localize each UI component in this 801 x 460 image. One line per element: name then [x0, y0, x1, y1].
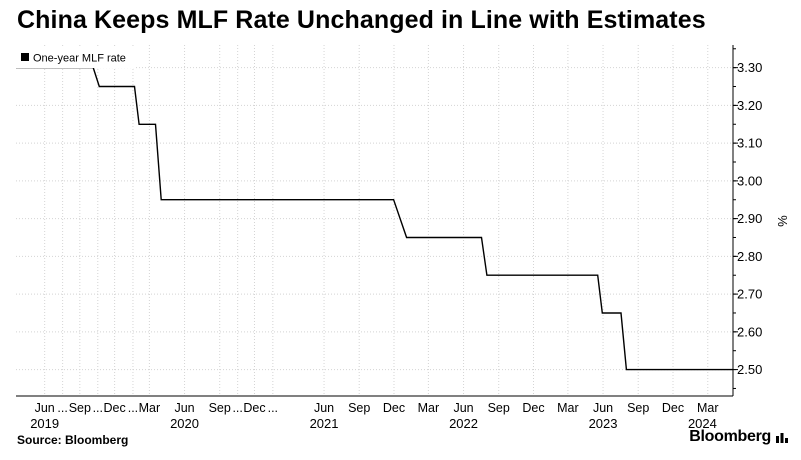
brand-name: Bloomberg	[689, 428, 771, 445]
y-tick-label: 2.80	[737, 249, 762, 264]
x-tick-label: Sep	[69, 401, 91, 415]
series-line-mlf-rate	[16, 66, 733, 371]
axes	[16, 45, 738, 397]
x-tick-label: Dec	[243, 401, 265, 415]
legend-box	[16, 47, 134, 68]
y-tick-label: 2.60	[737, 324, 762, 339]
x-tick-label: Mar	[418, 401, 440, 415]
x-tick-label: Dec	[662, 401, 684, 415]
x-tick-label: Dec	[383, 401, 405, 415]
year-label: 2023	[589, 416, 618, 431]
x-tick-label: Jun	[174, 401, 194, 415]
x-tick-label: Sep	[348, 401, 370, 415]
y-tick-label: 2.90	[737, 211, 762, 226]
legend: One-year MLF rate	[16, 47, 134, 68]
x-tick-label: Sep	[209, 401, 231, 415]
x-tick-label: ...	[268, 401, 278, 415]
y-tick-label: 3.20	[737, 98, 762, 113]
year-labels: 2019 2020 2021 2022 2023 2024	[30, 416, 717, 431]
x-tick-label: Mar	[557, 401, 579, 415]
year-label: 2019	[30, 416, 59, 431]
year-label: 2021	[310, 416, 339, 431]
x-tick-label: ...	[93, 401, 103, 415]
x-tick-label: Jun	[593, 401, 613, 415]
year-label: 2024	[688, 416, 717, 431]
x-tick-label: Mar	[697, 401, 719, 415]
x-tick-label: ...	[232, 401, 242, 415]
x-tick-label: Dec	[103, 401, 125, 415]
y-tick-label: 3.10	[737, 136, 762, 151]
x-tick-label: ...	[128, 401, 138, 415]
legend-label: One-year MLF rate	[33, 53, 126, 65]
x-tick-label: ...	[57, 401, 67, 415]
legend-swatch	[21, 53, 29, 61]
y-axis-label: %	[775, 215, 790, 227]
y-tick-label: 3.00	[737, 173, 762, 188]
x-tick-label: Sep	[627, 401, 649, 415]
year-label: 2022	[449, 416, 478, 431]
chart-bars-icon	[776, 433, 788, 443]
series-layer	[16, 66, 733, 371]
x-tick-label: Jun	[314, 401, 334, 415]
y-tick-label: 2.70	[737, 287, 762, 302]
x-tick-label: Jun	[453, 401, 473, 415]
y-tick-label: 3.30	[737, 60, 762, 75]
x-tick-labels: Jun... Sep... Dec... Mar Jun Sep... Dec... Jun S…	[35, 401, 719, 415]
source-note: Source: Bloomberg	[17, 433, 129, 447]
y-tick-label: 2.50	[737, 362, 762, 377]
x-tick-label: Mar	[139, 401, 161, 415]
x-tick-label: Sep	[488, 401, 510, 415]
chart-title: China Keeps MLF Rate Unchanged in Line w…	[17, 6, 706, 34]
x-tick-label: Jun	[35, 401, 55, 415]
y-tick-labels: 2.50 2.60 2.70 2.80 2.90 3.00 3.10 3.20 3.30	[737, 60, 762, 377]
year-label: 2020	[170, 416, 199, 431]
bloomberg-logo: Bloomberg	[689, 428, 789, 446]
grid-lines	[16, 45, 733, 396]
x-tick-label: Dec	[522, 401, 544, 415]
